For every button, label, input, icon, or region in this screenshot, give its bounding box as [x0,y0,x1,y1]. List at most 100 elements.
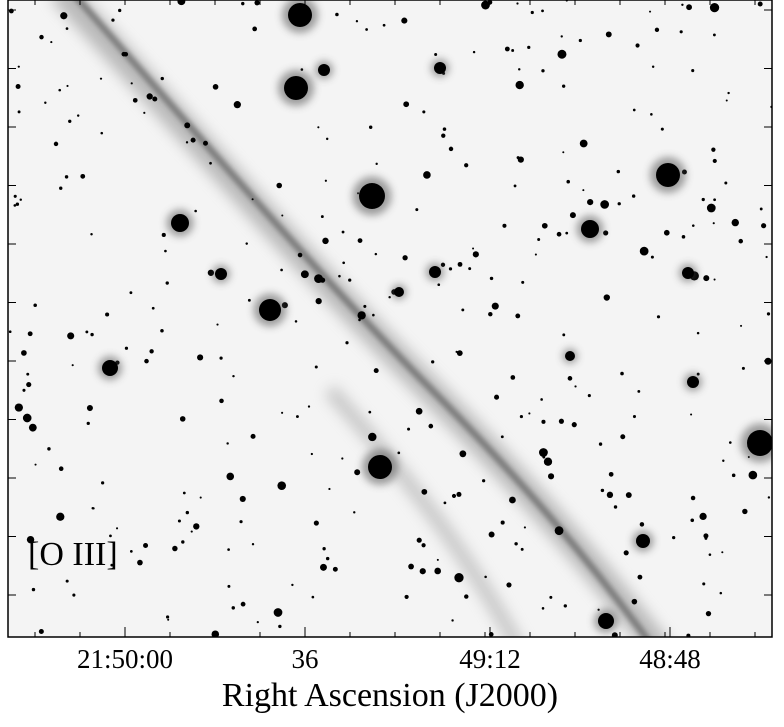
star [232,374,235,378]
star [388,295,391,299]
star [605,31,612,38]
star [13,204,17,207]
star [468,267,472,271]
star [15,202,20,206]
star [34,463,37,466]
star [245,242,248,245]
star [26,372,30,376]
image-background [8,0,772,637]
star [722,459,725,462]
star [701,197,705,202]
star [31,587,36,592]
star [443,501,447,505]
star [132,97,138,103]
star [540,398,543,401]
star [273,608,283,617]
star [251,542,255,546]
star [519,415,523,419]
star [239,495,246,502]
star [404,594,409,600]
star [488,531,495,538]
star [64,175,69,179]
star [741,366,745,370]
star [177,0,186,6]
star [13,194,17,198]
star [528,412,531,415]
star [295,415,299,419]
star [294,320,298,323]
bright-star [636,534,650,548]
star [598,442,603,446]
star [325,137,329,141]
star [241,1,245,6]
tick-marks [8,0,772,637]
star [537,237,541,241]
star [538,448,548,457]
bright-star [687,376,699,388]
star [457,261,463,267]
star [541,419,546,424]
star [709,2,720,13]
star [625,492,632,499]
star [190,137,196,143]
star [603,230,609,236]
star [130,82,133,85]
star [556,231,562,237]
star [679,30,683,34]
star [748,470,758,480]
star [617,202,621,206]
star [517,156,524,163]
bright-star [102,360,118,376]
star [690,413,693,416]
star [375,162,378,166]
star [401,17,408,24]
star [549,595,553,599]
star [578,38,582,43]
star [197,354,204,361]
star [26,535,35,544]
star [319,277,326,283]
star [587,198,594,206]
x-tick-label: 48:48 [639,644,701,674]
star [373,368,379,374]
star [355,20,359,23]
star [372,313,375,317]
star [22,413,32,423]
star [527,45,531,50]
star [534,253,537,256]
filament-secondary [324,385,521,637]
star [322,547,326,551]
star [90,233,93,236]
star [514,542,518,546]
star [421,488,428,495]
star [374,252,378,256]
star [251,198,254,201]
star [515,313,521,319]
star [656,315,661,319]
star [254,0,260,6]
filter-label: [O III] [28,536,118,573]
star [506,582,512,588]
star [510,375,516,380]
star [606,491,614,499]
star [161,232,166,238]
star [623,550,629,556]
star [690,495,696,501]
star [397,451,401,455]
star [227,548,230,551]
star [482,479,486,483]
star [530,10,534,15]
star [487,0,493,5]
star [382,23,386,27]
star [363,304,367,308]
sky-image [8,0,772,637]
star [199,496,202,499]
star [582,189,585,192]
bright-star [581,220,599,238]
star [281,214,284,217]
star [280,268,283,272]
star [239,520,243,524]
star [67,332,75,340]
star [728,441,732,444]
star [500,435,504,439]
